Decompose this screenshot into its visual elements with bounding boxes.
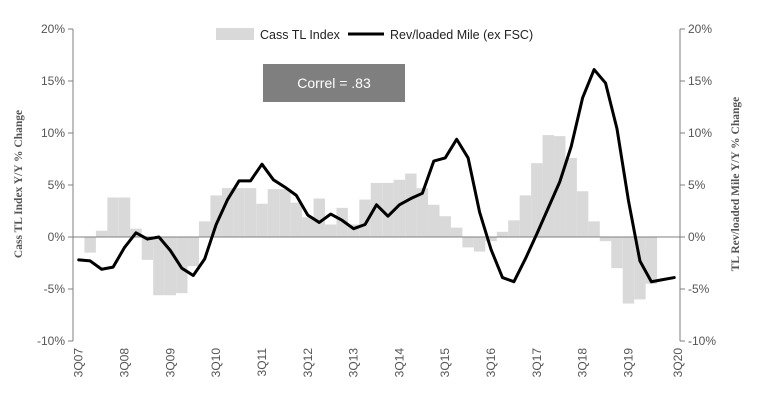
left-axis-title: Cass TL Index Y/Y % Change [13,110,25,258]
x-tick-label-10: 3Q17 [530,348,544,378]
left-tick-label-2: 0% [48,230,66,244]
bar-cass-23 [347,224,360,237]
bar-cass-29 [416,188,429,237]
bar-cass-10 [198,221,211,237]
legend: Cass TL Index Rev/loaded Mile (ex FSC) [216,28,533,42]
x-tick-label-13: 3Q20 [671,348,685,378]
right-tick-label-0: -10% [688,334,716,348]
bar-cass-40 [542,135,555,237]
bar-cass-9 [187,237,199,267]
x-tick-label-6: 3Q13 [347,348,361,378]
line-rev-per-mile [77,68,676,284]
bar-cass-15 [256,203,268,237]
right-tick-label-2: 0% [688,230,706,244]
legend-label-rev: Rev/loaded Mile (ex FSC) [390,28,533,42]
right-tick-label-1: -5% [688,282,710,296]
bars-layer [84,135,658,304]
correl-annotation: Correl = .83 [263,64,405,102]
bar-cass-38 [519,195,532,237]
x-tick-label-1: 3Q08 [118,348,132,378]
legend-label-cass: Cass TL Index [260,28,341,42]
left-tick-label-5: 15% [41,74,65,88]
x-tick-label-12: 3Q19 [621,348,635,378]
legend-swatch-cass [216,28,254,40]
x-tick-label-8: 3Q15 [438,348,452,378]
bar-cass-22 [336,207,348,237]
bar-cass-3 [118,197,131,237]
left-tick-label-3: 5% [48,178,66,192]
bar-cass-34 [473,237,486,252]
bar-cass-41 [554,136,566,237]
bar-cass-36 [496,231,509,237]
bar-cass-26 [382,182,394,237]
bar-cass-1 [95,230,108,237]
x-tick-label-9: 3Q16 [484,348,498,378]
x-tick-label-0: 3Q07 [72,348,86,378]
right-tick-label-3: 5% [688,178,706,192]
bar-cass-11 [210,195,222,237]
x-tick-label-7: 3Q14 [392,348,406,378]
bar-cass-35 [485,237,497,242]
bar-cass-2 [107,197,119,237]
bar-cass-44 [588,221,600,237]
bar-cass-13 [233,188,245,237]
bar-cass-19 [302,217,314,237]
x-tick-label-2: 3Q09 [163,348,177,378]
right-tick-label-5: 15% [688,74,712,88]
ticks-layer: -10% -5% 0% 5% 10% 15% 20% -10% -5% 0% 5% 10% 15% 20%… [37,22,716,377]
bar-cass-14 [244,188,257,237]
x-tick-label-5: 3Q12 [301,348,315,378]
correl-label: Correl = .83 [297,75,371,91]
right-tick-label-4: 10% [688,126,712,140]
bar-cass-42 [565,157,577,237]
bar-cass-12 [221,188,234,237]
bar-cass-28 [405,173,417,237]
bar-cass-6 [153,237,165,296]
correl-box [263,64,405,102]
left-tick-label-1: -5% [44,282,66,296]
bar-cass-48 [634,237,646,300]
bar-cass-39 [531,163,543,237]
bar-cass-32 [450,227,463,237]
right-tick-label-6: 20% [688,22,712,36]
bar-cass-20 [313,198,325,237]
bar-cass-17 [279,189,291,237]
bar-cass-37 [508,220,520,237]
left-tick-label-4: 10% [41,126,65,140]
bar-cass-30 [428,204,440,237]
bar-cass-5 [141,237,154,260]
bar-cass-18 [290,202,303,237]
bar-cass-24 [359,199,371,237]
bar-cass-25 [370,182,383,237]
bar-cass-46 [611,237,623,269]
left-tick-label-6: 20% [41,22,65,36]
bar-cass-8 [176,237,188,294]
x-tick-label-4: 3Q11 [255,348,269,377]
right-axis-title: TL Rev/loaded Mile Y/Y % Change [730,97,742,272]
bar-cass-0 [84,237,96,253]
x-tick-label-11: 3Q18 [576,348,590,378]
left-tick-label-0: -10% [37,334,65,348]
bar-cass-49 [645,237,658,284]
bar-cass-16 [267,189,280,237]
bar-cass-33 [462,237,474,248]
bar-cass-45 [599,237,612,242]
bar-cass-43 [576,191,589,237]
bar-cass-21 [324,224,337,237]
line-layer [77,68,676,284]
bar-cass-47 [622,237,635,304]
bar-cass-31 [439,216,451,237]
bar-cass-7 [164,237,177,296]
bar-cass-27 [393,179,406,237]
x-tick-label-3: 3Q10 [209,348,223,378]
